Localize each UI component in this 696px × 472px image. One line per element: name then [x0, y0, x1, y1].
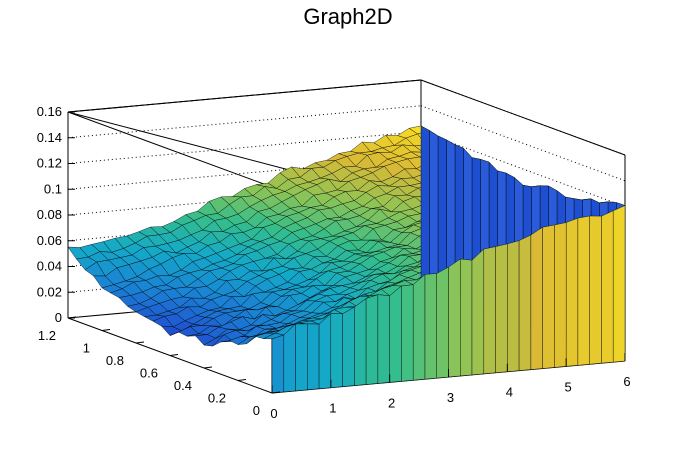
- surface-front-cell: [448, 258, 461, 378]
- y-tick-label: 0: [253, 403, 260, 418]
- surface-front-cell: [307, 323, 320, 391]
- y-tick-label: 1: [83, 341, 90, 356]
- surface-front-cell: [389, 285, 402, 383]
- z-tick-label: 0.04: [37, 259, 62, 274]
- y-tick: [169, 354, 179, 356]
- y-tick-label: 1.2: [38, 328, 56, 343]
- surface-front-cell: [613, 205, 626, 363]
- surface-front-cell: [354, 298, 367, 386]
- surface-front-cell: [424, 273, 437, 380]
- surface-front-cell: [577, 215, 590, 366]
- surface-front-cell: [566, 217, 579, 367]
- surface-front-cell: [589, 215, 602, 365]
- z-tick-label: 0.16: [37, 104, 62, 119]
- surface-front-cell: [507, 240, 520, 372]
- z-tick-label: 0.12: [37, 156, 62, 171]
- surface-front-cell: [471, 248, 484, 376]
- surface-front-cell: [601, 210, 614, 364]
- surface-front-cell: [530, 226, 543, 370]
- axis-box-edge: [67, 111, 273, 188]
- y-tick: [67, 316, 77, 319]
- y-tick: [135, 341, 145, 344]
- surface-front-cell: [365, 294, 379, 385]
- chart-title: Graph2D: [303, 4, 393, 29]
- surface-front-cell: [436, 266, 449, 379]
- z-gridline-back: [67, 105, 422, 139]
- surface-front-cell: [413, 273, 426, 381]
- y-tick-label: 0.4: [174, 378, 192, 393]
- surface-front-cell: [377, 294, 390, 384]
- axis-box-edge: [67, 79, 422, 113]
- axis-box-edge: [420, 79, 626, 156]
- surface-front-cell: [460, 258, 473, 377]
- y-tick-label: 0.8: [106, 353, 124, 368]
- surface-front-cell: [342, 306, 355, 387]
- surface-front-cell: [295, 323, 308, 392]
- surface-side-cell: [420, 125, 430, 290]
- y-tick: [203, 366, 213, 369]
- y-tick-label: 0.6: [140, 366, 158, 381]
- surface-front-cell: [542, 224, 555, 369]
- x-tick-label: 4: [506, 385, 513, 400]
- z-gridline-side: [420, 131, 626, 207]
- y-tick: [237, 379, 247, 381]
- x-tick-label: 3: [447, 390, 454, 405]
- y-tick: [271, 391, 281, 394]
- surface-front-cell: [554, 222, 567, 368]
- x-tick-label: 1: [329, 401, 336, 416]
- surface-front-cell: [518, 234, 532, 371]
- z-tick-label: 0.08: [37, 207, 62, 222]
- surface-front-cell: [401, 284, 414, 382]
- z-tick-label: 0.06: [37, 233, 62, 248]
- z-tick-label: 0.02: [37, 284, 62, 299]
- z-tick-label: 0.14: [37, 130, 62, 145]
- surface-front-cell: [483, 246, 496, 375]
- x-tick-label: 6: [623, 374, 630, 389]
- surface-front-cell: [283, 323, 296, 393]
- surface-front-cell: [330, 313, 343, 388]
- z-gridline-side: [420, 105, 626, 182]
- x-tick-label: 2: [388, 395, 395, 410]
- surface-front-cell: [271, 334, 284, 394]
- z-tick-label: 0: [55, 310, 62, 325]
- x-tick-label: 5: [565, 379, 572, 394]
- surface-side-cell: [429, 130, 439, 293]
- y-tick: [101, 329, 111, 331]
- z-tick-label: 0.1: [44, 181, 62, 196]
- surface-front-cell: [495, 243, 508, 373]
- x-tick-label: 0: [270, 406, 277, 421]
- surface-front-cell: [318, 313, 331, 389]
- y-tick-label: 0.2: [208, 391, 226, 406]
